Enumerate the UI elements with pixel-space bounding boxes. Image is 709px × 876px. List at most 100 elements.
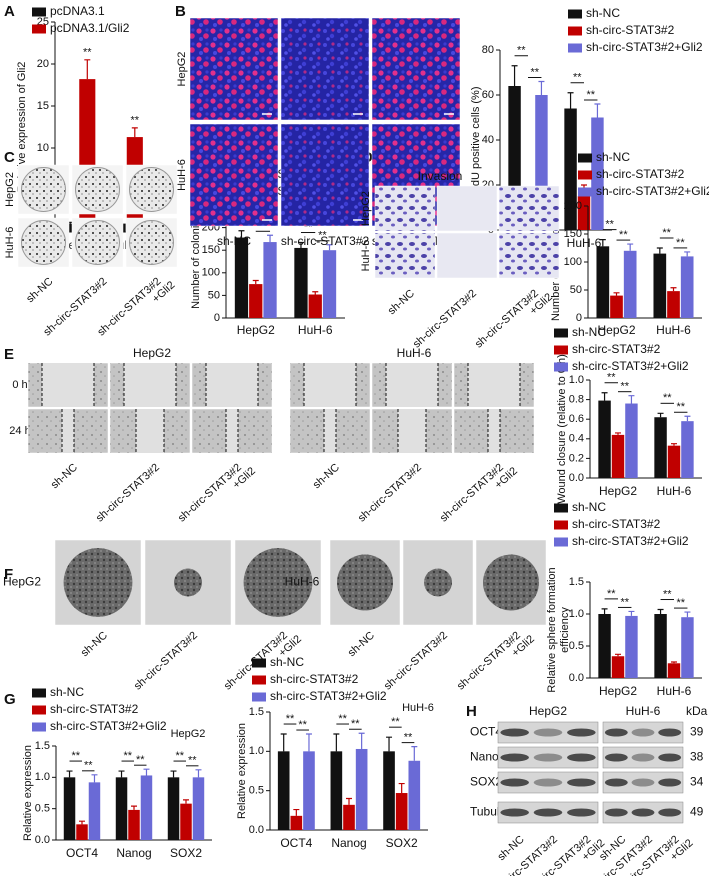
bar bbox=[62, 223, 79, 232]
error-bar bbox=[358, 732, 365, 749]
wound-edge bbox=[303, 363, 357, 407]
error-bar bbox=[143, 768, 150, 776]
legend-label: sh-circ-STAT3#2+Gli2 bbox=[270, 689, 387, 703]
legend-label: pcDNA3.1 bbox=[50, 4, 105, 18]
significance: ** bbox=[573, 72, 582, 84]
bar bbox=[395, 793, 408, 830]
y-tick-label: 0.8 bbox=[569, 394, 584, 406]
significance: ** bbox=[123, 750, 132, 762]
legend-swatch bbox=[568, 9, 582, 19]
y-tick-label: 150 bbox=[202, 244, 220, 256]
rotated-label: sh-NC bbox=[24, 275, 55, 305]
error-bar bbox=[601, 608, 608, 614]
legend-label: sh-circ-STAT3#2 bbox=[596, 167, 685, 181]
significance: ** bbox=[607, 588, 616, 600]
wound-edge bbox=[397, 409, 427, 453]
wound-edge bbox=[41, 363, 95, 407]
error-bar bbox=[627, 243, 634, 251]
protein-label: OCT4 bbox=[470, 725, 502, 739]
chart-subtitle: HuH-6 bbox=[402, 702, 434, 714]
column-label: sh-circ-STAT3#2 bbox=[94, 461, 162, 524]
legend-label: sh-circ-STAT3#2 bbox=[270, 672, 359, 686]
bar bbox=[591, 117, 604, 230]
significance: ** bbox=[136, 754, 145, 766]
wound-edge bbox=[467, 363, 521, 407]
y-tick-label: 10 bbox=[37, 142, 49, 154]
wound-edge bbox=[205, 363, 259, 407]
significance: ** bbox=[605, 219, 614, 231]
significance: ** bbox=[676, 597, 685, 609]
bar bbox=[667, 445, 681, 478]
legend-swatch bbox=[568, 26, 582, 36]
bar bbox=[355, 748, 368, 830]
significance: ** bbox=[304, 221, 313, 233]
error-bar bbox=[131, 127, 138, 138]
significance: ** bbox=[338, 713, 347, 725]
wound-edge bbox=[487, 409, 501, 453]
legend-swatch bbox=[32, 722, 46, 732]
sphere bbox=[483, 554, 539, 611]
image-title: Invasion bbox=[418, 169, 463, 183]
bar bbox=[667, 663, 681, 678]
microscopy-image bbox=[189, 17, 279, 121]
legend-swatch bbox=[578, 153, 592, 163]
legend-swatch bbox=[554, 328, 568, 338]
column-label: sh-circ-STAT3#2 bbox=[356, 461, 424, 524]
group-label: HuH-6 bbox=[397, 346, 432, 360]
row-label: 24 h bbox=[9, 425, 30, 437]
colony-dish bbox=[129, 167, 174, 212]
significance: ** bbox=[175, 750, 184, 762]
error-bar bbox=[252, 279, 259, 285]
y-tick-label: 0.0 bbox=[249, 824, 264, 836]
group-label: HepG2 bbox=[529, 704, 567, 718]
blot-band bbox=[658, 728, 682, 737]
error-bar bbox=[91, 774, 98, 783]
error-bar bbox=[656, 247, 663, 254]
bar bbox=[596, 246, 610, 318]
y-tick-label: 1.5 bbox=[249, 706, 264, 718]
row-label: 0 h bbox=[12, 379, 27, 391]
rotated-label: sh-circ-STAT3#2+Gli2 bbox=[455, 629, 537, 692]
error-bar bbox=[79, 820, 85, 825]
legend-label: sh-NC bbox=[572, 325, 606, 339]
y-tick-label: 0 bbox=[214, 312, 220, 324]
bar bbox=[611, 434, 625, 478]
colony-dish bbox=[75, 167, 120, 212]
bar bbox=[611, 656, 625, 678]
bar bbox=[610, 295, 623, 318]
bar bbox=[681, 617, 694, 678]
size-label: 38 bbox=[690, 750, 704, 764]
error-bar bbox=[671, 661, 677, 664]
error-bar bbox=[657, 608, 664, 614]
bar bbox=[330, 751, 343, 830]
error-bar bbox=[386, 736, 393, 752]
panel-letter: B bbox=[175, 3, 186, 20]
error-bar bbox=[195, 769, 202, 778]
blot-band bbox=[631, 778, 655, 787]
error-bar bbox=[305, 733, 312, 752]
x-tick-label: HepG2 bbox=[237, 323, 275, 337]
rotated-label: sh-circ-STAT3#2+Gli2 bbox=[95, 275, 177, 338]
bar bbox=[625, 403, 638, 478]
blot-strip bbox=[497, 721, 599, 744]
microscopy-image bbox=[280, 17, 370, 121]
bar bbox=[263, 242, 277, 318]
y-axis-label: Relative expression of Gli2 bbox=[16, 62, 28, 193]
colony-dish bbox=[21, 220, 66, 265]
panel-letter: F bbox=[4, 566, 13, 583]
y-axis-label: Number of colonies bbox=[190, 214, 202, 309]
error-bar bbox=[628, 610, 635, 616]
size-label: 49 bbox=[690, 805, 704, 819]
error-bar bbox=[170, 770, 177, 778]
legend-label: pcDNA3.1/Gli2 bbox=[50, 21, 130, 35]
error-bar bbox=[293, 808, 300, 816]
y-tick-label: 200 bbox=[564, 200, 582, 212]
row-label: HuH-6 bbox=[360, 240, 372, 272]
y-axis-label: efficiency bbox=[559, 607, 571, 653]
sphere bbox=[337, 554, 393, 611]
bar bbox=[290, 815, 303, 830]
error-bar bbox=[183, 799, 189, 804]
colony-dish bbox=[21, 167, 66, 212]
bar bbox=[564, 108, 577, 230]
